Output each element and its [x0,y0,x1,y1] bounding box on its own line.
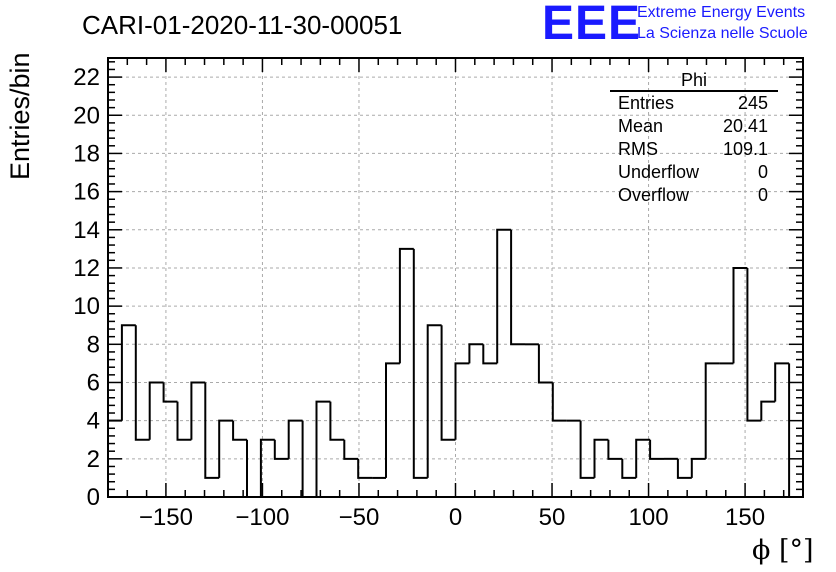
x-tick-label: 100 [629,504,669,531]
histogram-bin [204,382,220,479]
histogram-bin [649,439,664,460]
stats-label: Mean [618,116,664,136]
histogram-bin [398,247,414,364]
stats-label: Overflow [618,185,690,205]
x-tick-label: −150 [139,504,193,531]
histogram-bin [551,382,567,422]
histogram-bin [162,382,178,403]
stats-value: 109.1 [722,139,768,159]
histogram-bin [496,228,512,364]
histogram-bin [760,400,776,421]
y-tick-label: 8 [87,331,100,358]
histogram-bin [412,248,428,479]
logo-line-2: La Scienza nelle Scuole [637,25,808,42]
histogram-bin [788,363,803,498]
histogram-bin [537,344,553,384]
histogram-bin [732,266,748,364]
histogram-series [107,228,803,498]
stats-label: RMS [618,139,658,159]
stats-row: Overflow 0 [610,184,778,207]
histogram-bin [329,401,345,441]
y-tick-label: 6 [87,369,100,396]
histogram-bin [621,458,637,479]
histogram-bin [176,401,192,441]
y-tick-label: 18 [73,140,100,167]
stats-value: 0 [757,162,768,182]
x-tick-label: 0 [449,504,462,531]
histogram-bin [468,343,484,364]
logo-line-1: Extreme Energy Events [637,4,806,21]
x-tick-label: −50 [339,504,380,531]
histogram-bin [607,439,623,460]
stats-value: 0 [757,185,768,205]
x-tick-label: −100 [235,504,289,531]
y-tick-label: 4 [87,408,100,435]
histogram-bin [232,420,247,441]
histogram-bin [385,362,400,478]
histogram-bin [690,457,706,478]
stats-value: 20.41 [722,116,768,136]
y-tick-label: 16 [73,179,100,206]
stats-row: Mean 20.41 [610,115,778,138]
stats-row: Underflow 0 [610,161,778,184]
histogram-bin [190,381,206,440]
histogram-bin [134,325,150,441]
histogram-bin [343,439,359,460]
y-tick-label: 20 [73,102,100,129]
histogram-bin [454,362,470,440]
stats-value: 245 [737,93,768,113]
histogram-bin [774,362,790,402]
y-tick-label: 0 [87,484,100,511]
y-tick-label: 2 [87,446,100,473]
y-tick-label: 22 [73,64,100,91]
histogram-bin [440,325,456,441]
histogram-bin [148,381,164,440]
histogram-bin [635,438,651,478]
stats-row: RMS 109.1 [610,138,778,161]
histogram-bin [704,362,720,459]
y-tick-label: 12 [73,255,100,282]
y-axis: 0 2 4 6 8 10 12 14 16 18 20 22 [73,61,803,511]
histogram-bin [287,419,303,459]
stats-label: Entries [618,93,675,113]
eee-logo: EEE [542,0,642,50]
x-tick-label: 150 [725,504,765,531]
chart-title: CARI-01-2020-11-30-00051 [82,10,403,40]
histogram-bin [426,324,442,478]
histogram-bin [315,400,331,497]
histogram-bin [676,458,692,479]
x-tick-label: 50 [539,504,566,531]
histogram-bin [482,344,498,365]
y-axis-label: Entries/bin [5,52,35,180]
stats-row: Entries 245 [610,92,778,115]
histogram-bin [120,324,136,421]
histogram-bin [246,439,261,498]
y-tick-label: 14 [73,217,100,244]
histogram-bin [579,420,595,479]
histogram-bin [593,438,609,478]
stats-label: Underflow [618,162,700,182]
histogram-bin [273,439,289,460]
x-axis-label: ϕ [°] [752,535,814,566]
grid-lines [108,58,803,497]
y-tick-label: 10 [73,293,100,320]
histogram-bin [218,419,234,478]
histogram-bin [357,458,373,479]
stats-box: Phi Entries 245 Mean 20.41 RMS 109.1 Und… [610,70,778,207]
histogram-bin [259,438,275,497]
x-axis: −150 −100 −50 0 50 100 150 [126,58,785,531]
stats-name: Phi [610,70,778,92]
histogram-bin [746,267,762,422]
histogram-bin [510,229,525,346]
